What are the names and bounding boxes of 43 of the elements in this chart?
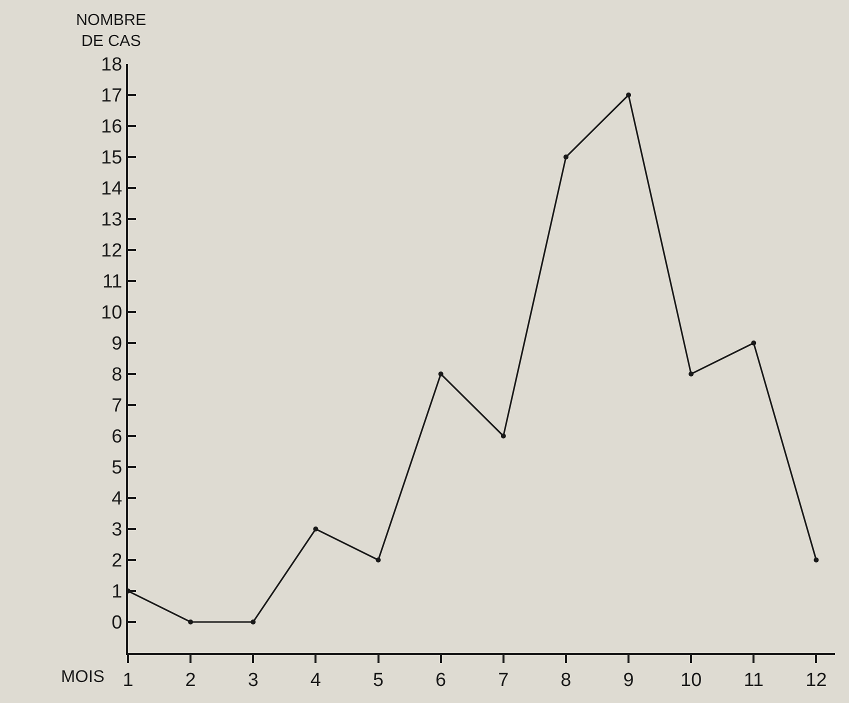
point bbox=[313, 526, 318, 532]
y-tick-label: 13 bbox=[101, 210, 122, 231]
x-tick-label: 11 bbox=[744, 670, 764, 691]
y-tick-label: 16 bbox=[101, 116, 122, 138]
x-tick-label: 3 bbox=[248, 670, 258, 691]
x-axis-title: MOIS bbox=[61, 667, 104, 686]
point bbox=[688, 372, 694, 376]
point bbox=[563, 154, 568, 160]
y-tick-label: 1 bbox=[112, 582, 122, 603]
x-tick-label: 8 bbox=[560, 670, 572, 691]
y-tick-label: 2 bbox=[112, 550, 122, 572]
x-tick-label: 6 bbox=[436, 670, 446, 691]
y-tick-label: 14 bbox=[101, 178, 123, 200]
y-axis-title: NOMBRE DE CAS bbox=[76, 12, 146, 50]
y-tick-label: 4 bbox=[112, 488, 123, 510]
point bbox=[626, 92, 632, 98]
point bbox=[188, 620, 194, 624]
y-tick-label: 0 bbox=[112, 612, 122, 634]
x-tick-label: 7 bbox=[498, 670, 509, 691]
x-tick-label: 5 bbox=[372, 670, 384, 691]
y-tick-label: 15 bbox=[101, 148, 122, 169]
x-tick-label: 12 bbox=[806, 670, 827, 691]
y-tick-label: 5 bbox=[112, 458, 122, 479]
x-tick-label: 10 bbox=[680, 670, 702, 691]
point bbox=[438, 372, 444, 376]
point bbox=[250, 620, 256, 624]
y-tick-label: 3 bbox=[112, 520, 122, 541]
point bbox=[500, 434, 506, 438]
y-tick-label: 8 bbox=[112, 364, 122, 386]
x-tick-label: 4 bbox=[310, 670, 322, 691]
x-tick-label: 2 bbox=[185, 670, 196, 691]
y-tick-label: 6 bbox=[112, 426, 122, 448]
point bbox=[751, 340, 756, 346]
x-tick-label: 9 bbox=[623, 670, 634, 691]
y-tick-label: 18 bbox=[101, 54, 122, 76]
point bbox=[814, 558, 819, 562]
y-tick-label: 11 bbox=[102, 272, 122, 293]
y-tick-label: 17 bbox=[101, 86, 122, 107]
y-tick-label: 7 bbox=[112, 396, 122, 417]
y-tick-label: 12 bbox=[101, 240, 122, 262]
y-tick-label: 10 bbox=[101, 302, 122, 324]
y-tick-label: 9 bbox=[112, 334, 122, 355]
point bbox=[376, 558, 381, 562]
